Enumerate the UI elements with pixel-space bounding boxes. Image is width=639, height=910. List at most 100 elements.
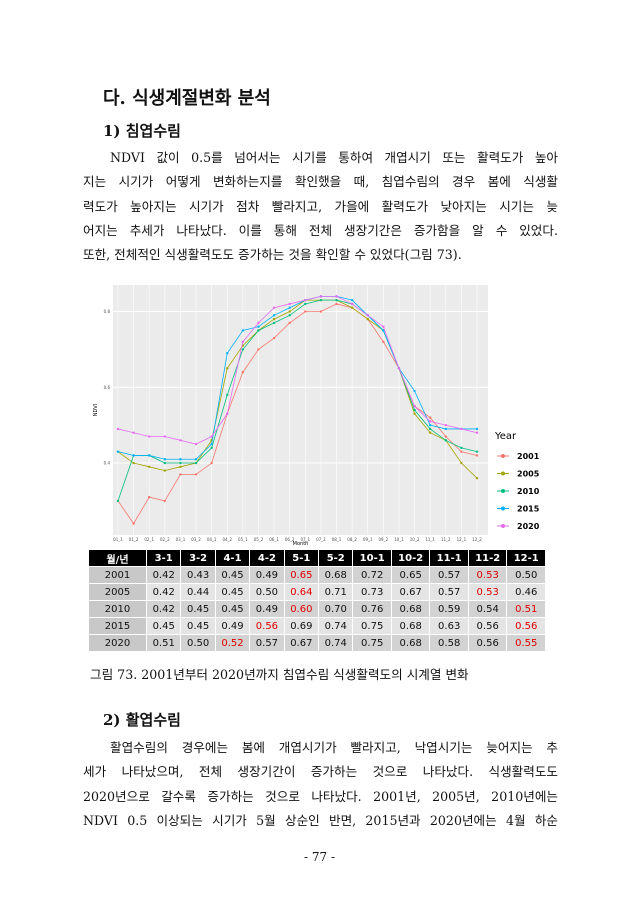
- point: [132, 431, 135, 434]
- x-tick-label: 01_1: [113, 537, 123, 542]
- legend-label: 2020: [517, 522, 540, 531]
- legend-swatch: [501, 524, 505, 528]
- point: [241, 340, 245, 344]
- point: [382, 325, 385, 328]
- point: [194, 461, 198, 465]
- point: [179, 465, 182, 469]
- point: [460, 450, 463, 453]
- point: [257, 325, 260, 328]
- point: [397, 367, 401, 370]
- point: [148, 465, 151, 469]
- table-cell: 0.42: [145, 566, 182, 584]
- table-header-cell: 3-2: [180, 549, 216, 567]
- series-line: [117, 299, 478, 479]
- table-cell: 0.68: [390, 600, 431, 618]
- table-cell: 0.42: [145, 600, 182, 618]
- table-row: 2015 0.45 0.45 0.49 0.56 0.69 0.74 0.75 0.68 0.63…: [88, 617, 546, 635]
- text-line: 활엽수림의 경우에는 봄에 개엽시기가 빨라지고, 낙엽시기는 늦어지는 추: [110, 740, 558, 755]
- point: [194, 458, 198, 461]
- x-tick-label: 12_1: [457, 537, 467, 542]
- point: [475, 476, 479, 480]
- x-tick-label: 11_2: [441, 537, 451, 542]
- point: [428, 420, 432, 423]
- table-cell: 0.69: [283, 617, 320, 635]
- point: [428, 431, 432, 434]
- table-cell: 0.65: [390, 566, 431, 584]
- table-cell: 0.56: [249, 617, 285, 635]
- table-cell: 0.42: [145, 583, 182, 601]
- point: [148, 495, 151, 499]
- x-tick-label: 12_2: [472, 537, 482, 542]
- point: [241, 348, 245, 351]
- table-cell: 0.50: [180, 634, 216, 652]
- text-line: 력도가 높아지는 시기가 점차 빨라지고, 가을에 활력도가 낮아지는 시기는 …: [83, 198, 558, 214]
- x-tick-label: 08_1: [332, 537, 342, 542]
- point: [116, 499, 120, 503]
- point: [428, 423, 432, 427]
- table-header-cell: 10-2: [390, 549, 431, 567]
- point: [163, 499, 167, 503]
- point: [335, 298, 338, 302]
- text-line: NDVI 0.5 이상되는 시기가 5월 상순인 반면, 2015년과 2020…: [83, 812, 558, 828]
- point: [428, 427, 432, 431]
- point: [460, 461, 463, 465]
- table-row: 2005 0.42 0.44 0.45 0.50 0.64 0.71 0.73 0.67 0.57…: [88, 583, 546, 601]
- x-axis-title: Month: [293, 541, 309, 545]
- x-tick-label: 02_1: [144, 537, 154, 542]
- table-cell: 0.45: [214, 583, 251, 601]
- x-tick-label: 07_1: [300, 537, 310, 542]
- table-cell: 0.53: [467, 566, 508, 584]
- point: [179, 439, 182, 442]
- table-cell: 0.67: [283, 634, 320, 652]
- table-cell: 0.73: [352, 583, 392, 601]
- point: [163, 469, 167, 472]
- table-cell: 0.45: [214, 566, 251, 584]
- point: [257, 329, 260, 332]
- y-axis-title: NDVI: [93, 404, 99, 416]
- point: [475, 454, 479, 457]
- page-number: - 77 -: [303, 850, 335, 864]
- point: [428, 416, 432, 419]
- point: [304, 298, 307, 302]
- table-row: 2010 0.42 0.45 0.45 0.49 0.60 0.70 0.76 0.68 0.59…: [88, 600, 546, 618]
- table-cell: 0.50: [506, 566, 546, 584]
- point: [475, 450, 479, 453]
- point: [179, 461, 182, 465]
- series-line: [117, 299, 478, 502]
- table-cell: 0.49: [214, 617, 251, 635]
- x-tick-label: 01_2: [129, 537, 139, 542]
- point: [304, 310, 307, 313]
- table-header-cell: 12-1: [506, 549, 546, 567]
- x-tick-label: 06_2: [285, 537, 295, 542]
- table-cell: 0.43: [180, 566, 216, 584]
- point: [304, 302, 307, 306]
- point: [194, 442, 198, 446]
- table-cell: 0.60: [283, 600, 320, 618]
- table-cell: 0.49: [249, 566, 285, 584]
- point: [132, 461, 135, 465]
- table-cell: 0.70: [318, 600, 354, 618]
- point: [413, 412, 416, 415]
- point: [148, 454, 151, 457]
- table-row: 2020 0.51 0.50 0.52 0.57 0.67 0.74 0.75 0.68 0.58…: [88, 634, 546, 652]
- x-tick-label: 10_1: [394, 537, 404, 542]
- table-cell: 0.44: [180, 583, 216, 601]
- x-tick-label: 03_1: [176, 537, 186, 542]
- point: [132, 522, 135, 525]
- point: [257, 348, 260, 351]
- table-cell: 2001: [88, 566, 147, 584]
- x-tick-label: 02_2: [160, 537, 170, 542]
- table-cell: 0.57: [429, 583, 469, 601]
- point: [444, 435, 447, 438]
- table-cell: 0.68: [390, 617, 431, 635]
- x-tick-label: 06_1: [269, 537, 279, 542]
- point: [241, 329, 245, 332]
- table-cell: 0.56: [467, 634, 508, 652]
- point: [226, 367, 229, 370]
- table-cell: 2015: [88, 617, 147, 635]
- point: [413, 408, 416, 412]
- point: [272, 317, 276, 321]
- point: [350, 306, 354, 309]
- table-cell: 2010: [88, 600, 147, 618]
- table-cell: 0.56: [467, 617, 508, 635]
